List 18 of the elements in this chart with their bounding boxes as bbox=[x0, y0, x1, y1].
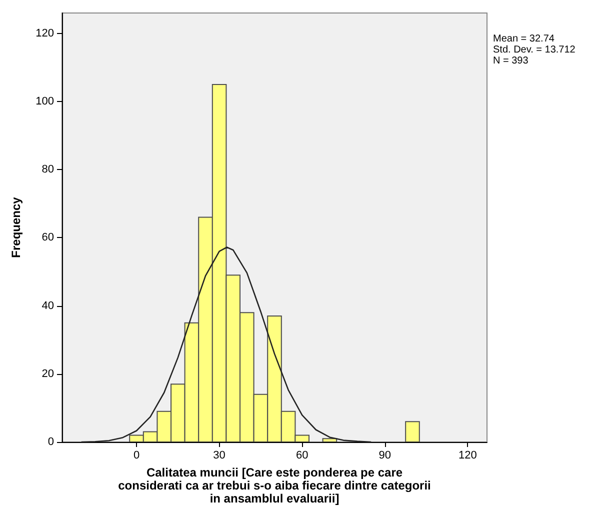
y-tick-label: 80 bbox=[42, 164, 54, 176]
y-tick-label: 20 bbox=[42, 368, 54, 380]
y-tick-label: 60 bbox=[42, 232, 54, 244]
y-tick-label: 120 bbox=[36, 27, 54, 40]
y-tick-label: 0 bbox=[48, 436, 54, 448]
x-tick-label: 30 bbox=[213, 450, 226, 462]
text: Mean = 32.74 bbox=[493, 34, 555, 44]
x-tick-label: 0 bbox=[133, 450, 140, 462]
x-tick-label: 90 bbox=[378, 450, 392, 462]
x-axis-title: Calitatea muncii [Care este ponderea pe care considerati ca ar trebui s-o aiba fiecare dintre categorii in ansamblul evaluarii] bbox=[118, 466, 431, 506]
line-series bbox=[80, 246, 372, 443]
y-axis-title: Frequency bbox=[9, 196, 23, 258]
y-tick-label: 100 bbox=[36, 96, 54, 108]
y-tick-label: 40 bbox=[42, 300, 54, 312]
x-tick-label: 120 bbox=[458, 450, 477, 462]
x-tick-label: 60 bbox=[296, 450, 308, 462]
text: Std. Dev. = 13.712 bbox=[493, 44, 576, 56]
text: N = 393 bbox=[493, 56, 529, 66]
